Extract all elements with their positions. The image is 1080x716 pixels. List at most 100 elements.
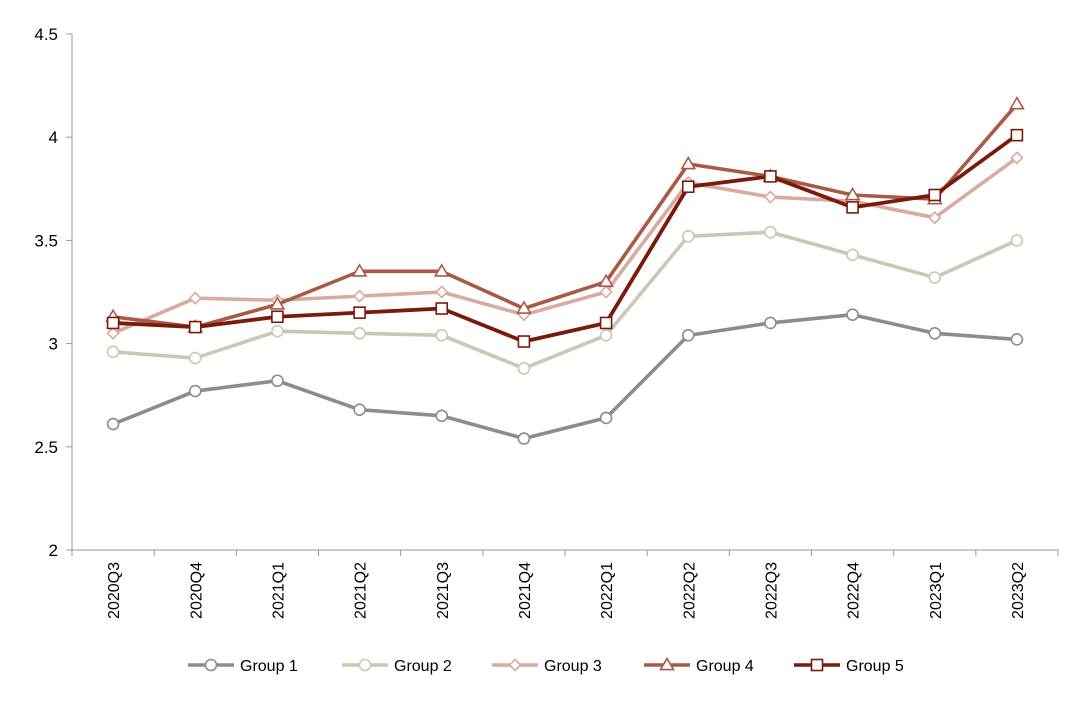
x-tick-label: 2022Q3 (763, 562, 780, 619)
x-tick-label: 2022Q4 (846, 562, 863, 619)
data-point (764, 225, 777, 239)
data-point (269, 296, 286, 310)
data-point (764, 316, 777, 330)
data-point (517, 362, 531, 375)
data-point (188, 320, 202, 334)
data-point (271, 324, 284, 338)
data-point (188, 291, 202, 305)
series-line (112, 230, 1018, 371)
legend-item: Group 1 (188, 658, 298, 675)
legend-label: Group 4 (696, 658, 754, 675)
y-tick-label: 3.5 (34, 231, 58, 250)
x-tick-label: 2021Q4 (517, 562, 534, 619)
data-point (1010, 151, 1024, 165)
data-point (599, 411, 613, 425)
data-point (106, 417, 120, 431)
data-point (681, 229, 695, 243)
data-point (928, 211, 942, 225)
y-tick-label: 4 (49, 128, 58, 147)
data-point (271, 374, 284, 388)
data-point (352, 289, 367, 303)
data-point (353, 306, 366, 319)
legend-swatch-marker (810, 658, 824, 672)
data-point (516, 300, 532, 314)
legend-swatch-marker (508, 658, 522, 672)
data-point (435, 329, 449, 342)
data-point (1009, 96, 1025, 110)
x-tick-label: 2023Q2 (1010, 562, 1027, 619)
series-line (112, 102, 1019, 329)
series-line (112, 156, 1018, 335)
data-point (681, 329, 695, 342)
x-tick-label: 2021Q3 (435, 562, 452, 619)
data-point (351, 263, 368, 277)
y-tick-label: 3 (49, 335, 58, 354)
data-point (1010, 333, 1024, 346)
data-point (846, 248, 859, 262)
legend-item: Group 3 (492, 658, 602, 675)
data-point (846, 201, 859, 214)
data-point (106, 316, 120, 330)
series-group-5 (106, 128, 1024, 348)
legend: Group 1 Group 2 Group 3 Group 4 Group 5 (188, 656, 904, 675)
legend-label: Group 5 (846, 658, 904, 675)
data-point (435, 409, 449, 423)
data-point (844, 186, 861, 201)
data-point (1010, 234, 1024, 247)
legend-label: Group 3 (544, 658, 602, 675)
data-point (517, 432, 531, 445)
data-point (106, 345, 120, 359)
series-layer (105, 96, 1025, 445)
data-point (517, 335, 531, 348)
series-group-4 (105, 96, 1025, 333)
y-tick-label: 2.5 (34, 438, 58, 457)
legend-swatch-marker (358, 658, 372, 672)
data-point (680, 155, 697, 170)
legend-swatch-marker (204, 658, 218, 672)
legend-label: Group 1 (240, 658, 298, 675)
data-point (433, 263, 450, 277)
legend-swatch-marker (659, 656, 675, 671)
series-group-2 (106, 225, 1024, 375)
data-point (1010, 128, 1024, 142)
data-point (764, 170, 777, 183)
x-tick-label: 2020Q4 (188, 562, 205, 619)
series-group-1 (106, 308, 1024, 445)
data-point (599, 329, 613, 342)
data-point (188, 384, 202, 398)
data-point (598, 273, 614, 288)
data-point (271, 310, 284, 324)
x-tick-label: 2020Q3 (106, 562, 123, 619)
data-point (188, 351, 202, 365)
data-point (599, 316, 613, 330)
data-point (928, 271, 942, 284)
x-tick-label: 2021Q2 (353, 562, 370, 619)
x-tick-label: 2022Q2 (681, 562, 698, 619)
x-tick-label: 2023Q1 (928, 562, 945, 619)
legend-label: Group 2 (394, 658, 452, 675)
x-axis-ticks: 2020Q3 2020Q4 2021Q1 2021Q2 2021Q3 2021Q4 2022… (71, 550, 1059, 619)
legend-item: Group 4 (644, 656, 754, 675)
series-group-3 (106, 151, 1024, 340)
y-axis-ticks: 2 2.5 3 3.5 4 4.5 (34, 25, 72, 560)
y-tick-label: 4.5 (34, 25, 58, 44)
data-point (928, 326, 942, 340)
series-line (112, 133, 1019, 344)
data-point (846, 308, 859, 322)
y-tick-label: 2 (49, 541, 58, 560)
data-point (435, 285, 449, 299)
legend-item: Group 5 (794, 658, 904, 675)
data-point (681, 180, 695, 194)
data-point (106, 326, 120, 340)
data-point (599, 285, 613, 299)
data-point (435, 302, 449, 315)
data-point (763, 190, 778, 204)
axes (71, 34, 1058, 551)
data-point (353, 403, 366, 416)
x-tick-label: 2021Q1 (270, 562, 287, 619)
series-line (112, 312, 1018, 441)
legend-item: Group 2 (342, 658, 452, 675)
x-tick-label: 2022Q1 (599, 562, 616, 619)
data-point (928, 188, 942, 202)
